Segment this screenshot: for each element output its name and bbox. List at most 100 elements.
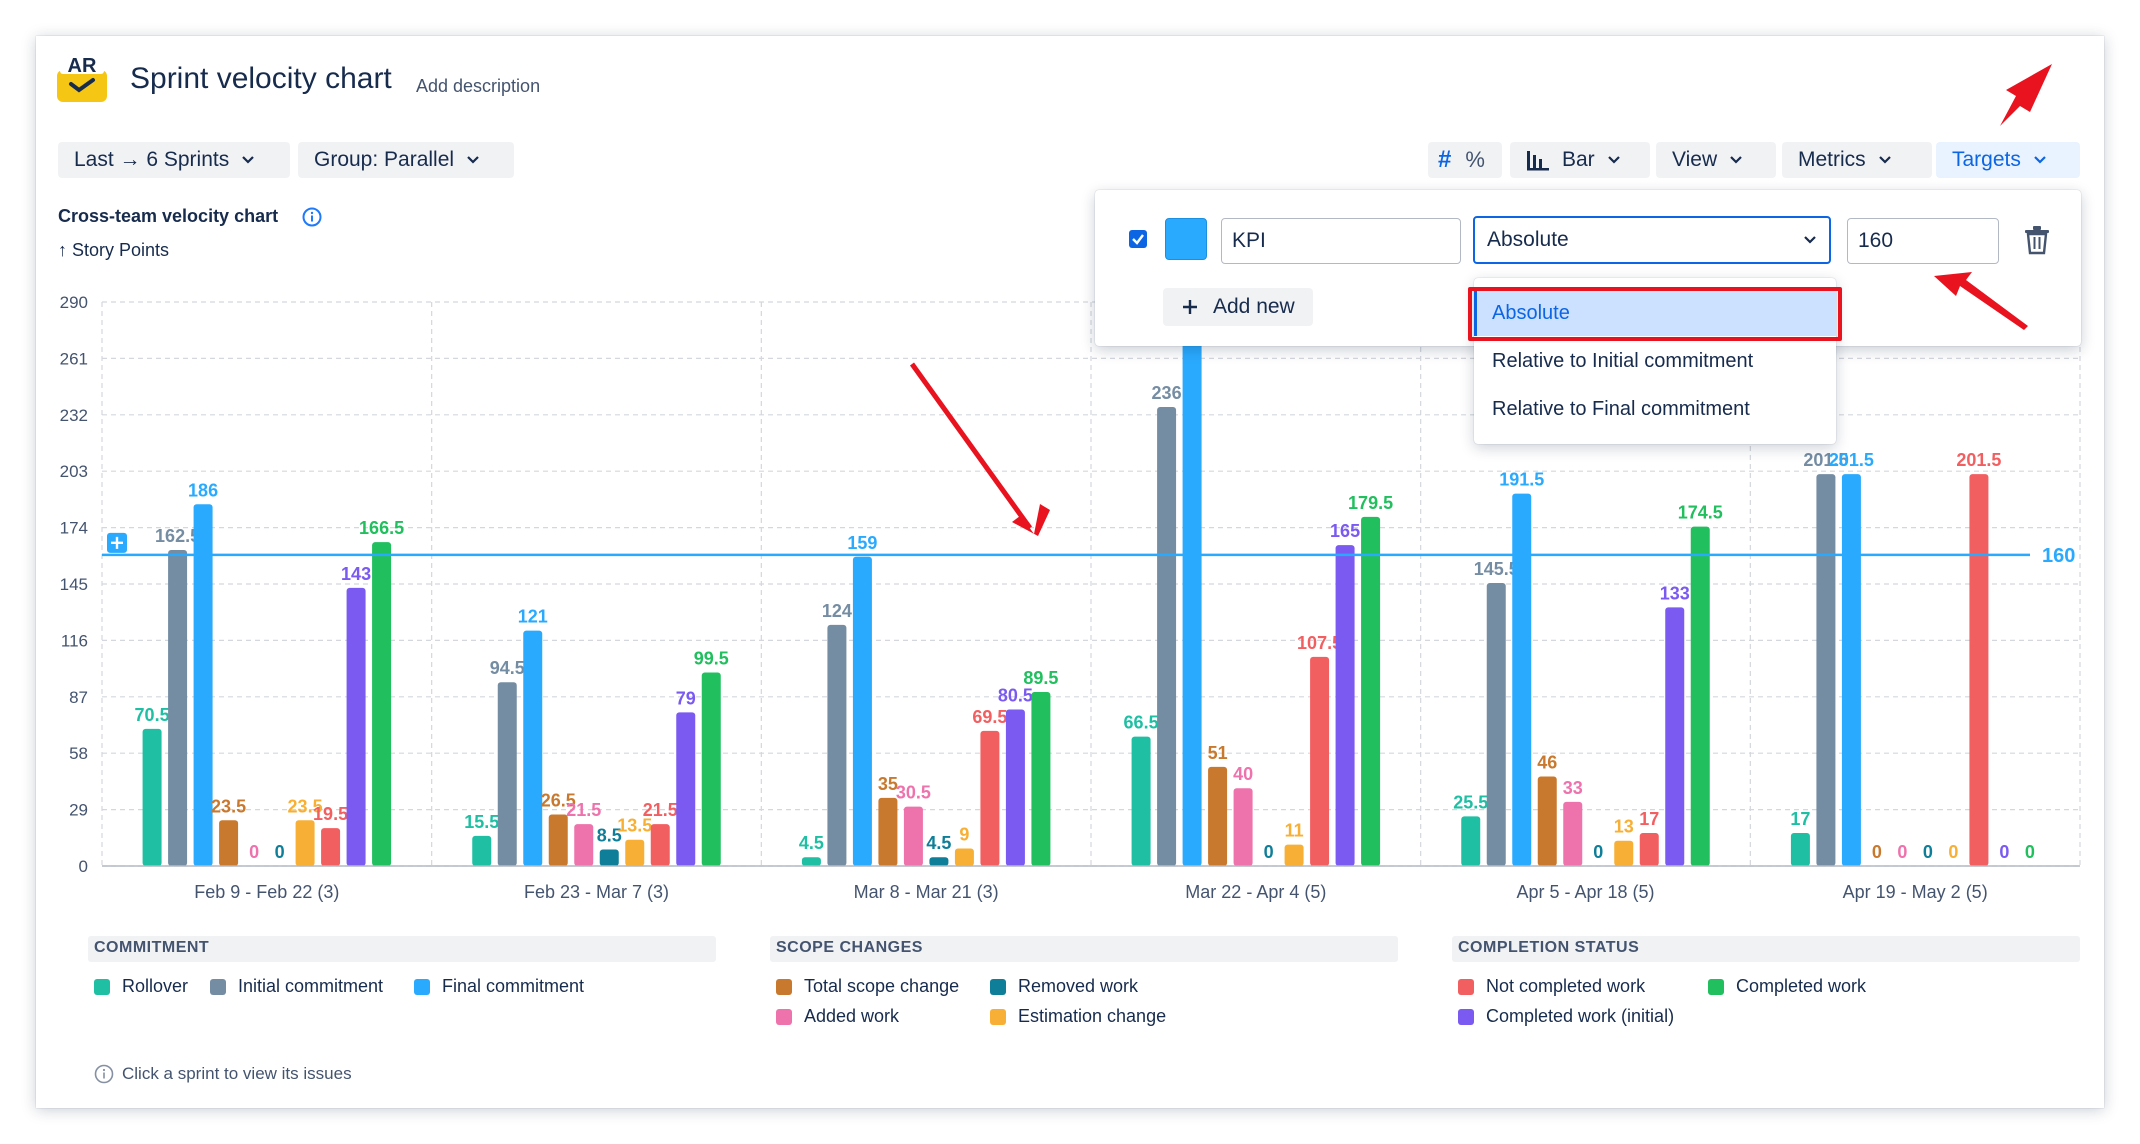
legend-item-rollover[interactable]: Rollover [94,976,188,997]
data-label: 159 [847,533,877,553]
sprint-range-dropdown[interactable]: Last → 6 Sprints [58,142,290,178]
group-dropdown[interactable]: Group: Parallel [298,142,514,178]
data-label: 0 [249,842,259,862]
target-enabled-checkbox[interactable] [1129,230,1147,248]
data-label: 201.5 [1829,450,1874,470]
page-title: Sprint velocity chart [130,62,392,95]
bar [1639,832,1659,866]
bar [1182,340,1202,866]
data-label: 4.5 [926,833,951,853]
legend-item-final-commitment[interactable]: Final commitment [414,976,584,997]
bar [625,839,645,866]
target-color-picker[interactable] [1165,218,1207,260]
bar [1005,709,1025,866]
add-new-target-button[interactable]: Add new [1163,288,1313,326]
y-tick-label: 87 [69,688,88,707]
bar [878,797,898,866]
bar [676,712,696,866]
bar [1284,844,1304,866]
bar [980,730,1000,866]
legend-header-scope: SCOPE CHANGES [770,936,1398,962]
legend-item-total-scope-change[interactable]: Total scope change [776,976,959,997]
data-label: 70.5 [135,705,170,725]
y-tick-label: 174 [60,519,88,538]
data-label: 80.5 [998,685,1033,705]
legend-item-not-completed-work[interactable]: Not completed work [1458,976,1645,997]
data-label: 162.5 [155,526,200,546]
data-label: 179.5 [1348,493,1393,513]
app-logo: AR [57,54,107,102]
target-value-input[interactable] [1847,218,1999,264]
target-mode-select[interactable]: Absolute [1473,216,1831,264]
data-label: 66.5 [1124,713,1159,733]
data-label: 30.5 [896,783,931,803]
data-label: 107.5 [1297,633,1342,653]
bar [929,857,949,866]
legend-item-removed-work[interactable]: Removed work [990,976,1138,997]
bar [321,828,341,866]
legend-swatch [990,978,1006,995]
plus-icon [1183,300,1197,314]
absolute-numbers-icon[interactable]: # [1438,146,1452,173]
bar [852,556,872,866]
x-tick-label: Feb 23 - Mar 7 (3) [524,882,669,902]
bar [1233,788,1253,866]
bar [346,587,366,866]
bar [1665,607,1685,866]
bar [142,728,162,866]
y-axis-label: ↑ Story Points [58,240,170,260]
data-label: 166.5 [359,518,404,538]
add-description-link[interactable]: Add description [416,76,541,96]
legend-item-estimation-change[interactable]: Estimation change [990,1006,1166,1027]
legend-item-completed-work[interactable]: Completed work [1708,976,1866,997]
x-tick-label: Mar 8 - Mar 21 (3) [854,882,999,902]
chevron-down-icon [2034,156,2046,164]
bar [1512,493,1532,866]
bar [497,682,517,866]
x-tick-label: Apr 19 - May 2 (5) [1843,882,1988,902]
legend-item-added-work[interactable]: Added work [776,1006,899,1027]
data-label: 236 [1152,383,1182,403]
chevron-down-icon [1878,156,1891,164]
delete-target-button[interactable] [2017,220,2057,260]
legend-label: Estimation change [1018,1006,1167,1026]
data-label: 191.5 [1499,470,1544,490]
target-name-input[interactable] [1221,218,1461,264]
legend-item-initial-commitment[interactable]: Initial commitment [210,976,383,997]
bar [1208,766,1228,866]
data-label: 46 [1537,753,1557,773]
target-line-label: 160 [2042,545,2075,567]
footer-note: Click a sprint to view its issues [94,1064,352,1084]
option-relative-final[interactable]: Relative to Final commitment [1492,397,1750,420]
targets-dropdown[interactable]: Targets [1936,142,2080,178]
data-label: 0 [1948,842,1958,862]
bar [1614,840,1634,866]
legend-label: Total scope change [804,976,960,996]
data-label: 143 [341,564,371,584]
percentage-icon[interactable]: % [1465,147,1485,172]
data-label: 0 [2025,842,2035,862]
option-relative-initial[interactable]: Relative to Initial commitment [1492,349,1754,372]
plus-icon [111,536,123,549]
bar [193,504,213,866]
option-absolute[interactable]: Absolute [1474,290,1836,336]
chart-type-dropdown[interactable]: Bar [1510,142,1650,178]
legend-swatch [210,978,226,995]
bar [219,820,239,866]
legend-label: Added work [804,1006,900,1026]
legend-label: Completed work (initial) [1486,1006,1675,1026]
bar [701,672,721,866]
value-format-toggle[interactable]: # % [1428,142,1502,178]
data-label: 23.5 [288,796,323,816]
data-label: 201.5 [1956,450,2001,470]
legend-swatch [1458,978,1474,995]
view-dropdown[interactable]: View [1656,142,1776,178]
info-icon[interactable] [302,207,322,227]
legend-item-completed-work-initial[interactable]: Completed work (initial) [1458,1006,1674,1027]
footer-note-text: Click a sprint to view its issues [122,1064,352,1083]
data-label: 33 [1563,778,1583,798]
data-label: 201.5 [1803,450,1848,470]
metrics-dropdown[interactable]: Metrics [1782,142,1932,178]
bar [1563,801,1583,866]
bar [1335,545,1355,866]
